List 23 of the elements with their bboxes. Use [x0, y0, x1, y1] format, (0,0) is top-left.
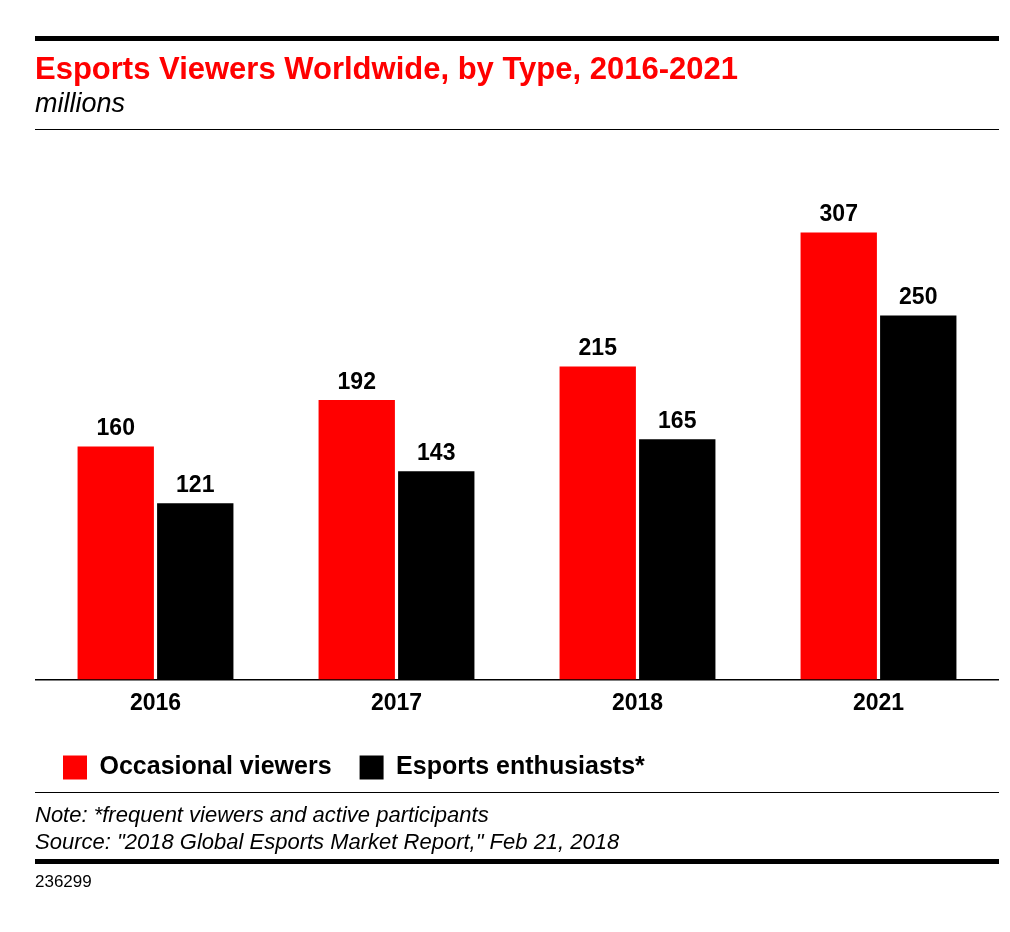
data-label: 250: [899, 283, 938, 310]
bar: [318, 399, 395, 680]
data-label: 307: [819, 200, 858, 227]
x-tick-label: 2017: [370, 688, 423, 715]
data-label: 143: [417, 439, 456, 466]
data-label: 215: [578, 334, 618, 361]
chart-title: Esports Viewers Worldwide, by Type, 2016-2021: [35, 51, 739, 87]
x-tick-label: 2021: [852, 688, 905, 715]
data-label: 160: [96, 414, 135, 441]
text: Note: *frequent viewers and active participants: [35, 801, 490, 828]
chart-subtitle: millions: [35, 87, 127, 119]
bar: [800, 232, 877, 680]
data-label: 165: [658, 407, 697, 434]
data-label: 192: [337, 367, 376, 394]
x-tick-label: 2016: [129, 688, 182, 715]
bar: [77, 446, 154, 680]
x-tick-label: 2018: [611, 688, 664, 715]
legend-label: Esports enthusiasts*: [396, 751, 646, 780]
text: 236299: [35, 872, 93, 892]
data-label: 121: [176, 471, 215, 498]
source-note: Source: "2018 Global Esports Market Report," Feb 21, 2018: [35, 828, 621, 855]
bar: [559, 366, 636, 680]
legend-label: Occasional viewers: [99, 751, 332, 780]
